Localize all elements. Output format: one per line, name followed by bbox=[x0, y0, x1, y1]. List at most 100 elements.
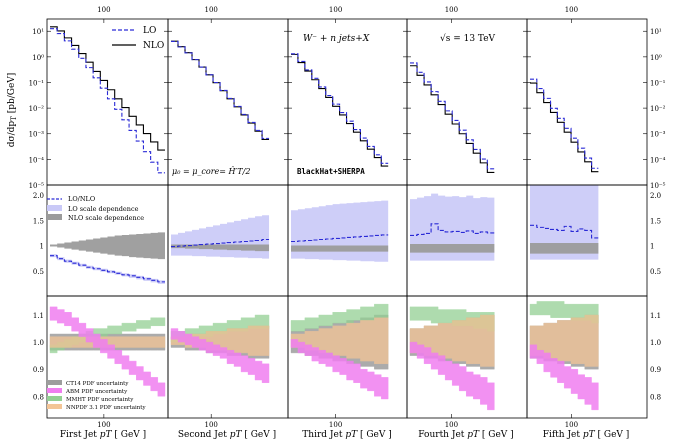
legend-lo-band-swatch bbox=[47, 205, 62, 211]
legend-lo-band-label: LO scale dependence bbox=[68, 205, 139, 213]
lo-nlo-ratio-col-2 bbox=[171, 238, 270, 248]
ytick-mid-right-1: 1 bbox=[650, 243, 654, 251]
panel-frame-top-col-2 bbox=[167, 18, 289, 186]
annotation-scale: μ₀ = μ_core= Ĥ′T/2 bbox=[172, 167, 250, 176]
xlabel-col-5: Fifth Jet pT [ GeV ] bbox=[543, 430, 630, 440]
ytick-mid-left-1: 1 bbox=[40, 243, 44, 251]
ytick-top-right-5: 10⁻⁴ bbox=[650, 156, 666, 164]
legend-ct14-swatch bbox=[47, 380, 62, 385]
legend-abm-label: ABM PDF uncertainty bbox=[65, 389, 128, 395]
xtick-top-col-5: 100 bbox=[565, 6, 578, 14]
lo-scale-band-col-2 bbox=[171, 215, 270, 259]
abm-band-col-4 bbox=[409, 341, 495, 411]
lo-scale-band-col-5 bbox=[530, 185, 599, 260]
ytick-top-right-2: 10⁻¹ bbox=[650, 79, 666, 87]
lo-nlo-ratio-col-5 bbox=[530, 224, 599, 239]
legend-middle: LO/NLO LO scale dependence NLO scale dep… bbox=[47, 195, 144, 222]
lo-line-col-2 bbox=[171, 40, 270, 139]
legend-nnpdf-label: NNPDF 3.1 PDF uncertainty bbox=[66, 405, 147, 411]
ytick-top-left-3: 10⁻² bbox=[29, 105, 45, 113]
legend-lo-label: LO bbox=[143, 26, 156, 36]
abm-band-col-3 bbox=[290, 339, 389, 400]
abm-band-col-5 bbox=[529, 344, 599, 411]
lo-nlo-ratio-col-3 bbox=[291, 234, 389, 243]
legend-nlo-band-label: NLO scale dependence bbox=[68, 214, 144, 222]
nlo-scale-band-col-1 bbox=[50, 232, 165, 260]
lo-line-col-5 bbox=[530, 78, 599, 169]
ytick-mid-left-0: 0.5 bbox=[33, 268, 44, 276]
annotation-process: W⁻ + n jets+X bbox=[303, 34, 370, 44]
xtick-top-col-1: 100 bbox=[97, 6, 110, 14]
legend-ct14-label: CT14 PDF uncertainty bbox=[66, 381, 129, 387]
xlabel-col-3: Third Jet pT [ GeV ] bbox=[302, 430, 391, 440]
xtick-top-col-4: 100 bbox=[445, 6, 458, 14]
legend-abm-swatch bbox=[47, 388, 62, 393]
xtick-bottom-col-5: 100 bbox=[565, 421, 578, 429]
xlabel-col-4: Fourth Jet pT [ GeV ] bbox=[418, 430, 513, 440]
ytick-top-right-1: 10⁰ bbox=[650, 54, 662, 62]
plot-layer: 10¹ 10¹ 10⁰ 10⁰ 10⁻¹ 10⁻¹ 10⁻² 10⁻² 10⁻³ 10⁻³ 10⁻⁴… bbox=[29, 6, 666, 429]
nlo-line-col-5 bbox=[530, 82, 599, 173]
nlo-scale-band-col-5 bbox=[530, 243, 599, 254]
ylabel-top-main: dσ/dp bbox=[7, 121, 17, 148]
legend-nlo-band-swatch bbox=[47, 214, 62, 220]
ytick-mid-left-2: 1.5 bbox=[33, 217, 44, 225]
lo-line-col-4 bbox=[410, 62, 495, 170]
lo-line-col-3 bbox=[291, 53, 389, 164]
nnpdf-band-col-4 bbox=[409, 314, 495, 367]
ytick-top-right-0: 10¹ bbox=[650, 28, 662, 36]
ylabel-top: dσ/dpT [pb/GeV] bbox=[7, 73, 18, 148]
nlo-line-col-1 bbox=[50, 26, 165, 151]
xtick-bottom-col-3: 100 bbox=[329, 421, 342, 429]
ylabel-top-sub: T bbox=[10, 116, 18, 121]
legend-mmht-swatch bbox=[47, 396, 62, 401]
ylabel-top-units: [pb/GeV] bbox=[7, 73, 17, 116]
abm-band-col-2 bbox=[170, 328, 270, 383]
lo-scale-band-col-4 bbox=[410, 193, 495, 261]
legend-mmht-label: MMHT PDF uncertainty bbox=[66, 397, 134, 403]
ytick-top-left-5: 10⁻⁴ bbox=[29, 156, 45, 164]
legend-top: LO NLO bbox=[112, 26, 164, 51]
ytick-bot-right-3: 1.1 bbox=[650, 312, 661, 320]
ytick-top-left-2: 10⁻¹ bbox=[29, 79, 45, 87]
abm-band-col-1 bbox=[49, 306, 166, 397]
nlo-scale-band-col-2 bbox=[171, 244, 270, 252]
x-axis-labels: First Jet pT [ GeV ] Second Jet pT [ GeV… bbox=[60, 430, 629, 440]
xtick-bottom-col-4: 100 bbox=[445, 421, 458, 429]
nlo-line-col-2 bbox=[171, 40, 270, 140]
ytick-top-left-0: 10¹ bbox=[32, 28, 44, 36]
ytick-mid-right-0: 0.5 bbox=[650, 268, 661, 276]
legend-nnpdf-swatch bbox=[47, 404, 62, 409]
legend-nlo-label: NLO bbox=[143, 41, 164, 51]
lo-scale-band-col-3 bbox=[291, 200, 389, 262]
ytick-mid-right-2: 1.5 bbox=[650, 217, 661, 225]
lo-line-col-1 bbox=[50, 28, 165, 174]
ytick-bot-right-1: 0.9 bbox=[650, 366, 661, 374]
nlo-scale-band-col-3 bbox=[291, 245, 389, 252]
xlabel-col-2: Second Jet pT [ GeV ] bbox=[178, 430, 276, 440]
mmht-band-col-3 bbox=[290, 303, 389, 332]
ytick-bot-left-2: 1.0 bbox=[33, 339, 44, 347]
xtick-top-col-3: 100 bbox=[329, 6, 342, 14]
xtick-bottom-col-1: 100 bbox=[97, 421, 110, 429]
legend-bottom: CT14 PDF uncertainty ABM PDF uncertainty… bbox=[47, 380, 147, 411]
panel-frame-bot-col-5 bbox=[526, 295, 648, 419]
xtick-bottom-col-2: 100 bbox=[205, 421, 218, 429]
ytick-mid-left-3: 2.0 bbox=[33, 192, 44, 200]
ytick-bot-left-3: 1.1 bbox=[33, 312, 44, 320]
lo-nlo-ratio-col-4 bbox=[410, 223, 495, 236]
ytick-top-left-4: 10⁻³ bbox=[29, 131, 45, 139]
lo-scale-band-col-1 bbox=[50, 254, 165, 284]
ytick-top-left-1: 10⁰ bbox=[32, 54, 44, 62]
ytick-bot-right-0: 0.8 bbox=[650, 393, 661, 401]
ytick-bot-right-2: 1.0 bbox=[650, 339, 661, 347]
ytick-top-right-4: 10⁻³ bbox=[650, 131, 666, 139]
ytick-top-right-3: 10⁻² bbox=[650, 105, 666, 113]
ytick-bot-left-0: 0.8 bbox=[33, 393, 44, 401]
nlo-scale-band-col-4 bbox=[410, 244, 495, 253]
legend-ratio-label: LO/NLO bbox=[68, 195, 95, 203]
annotation-energy: √s = 13 TeV bbox=[440, 33, 496, 44]
ytick-top-right-6: 10⁻⁵ bbox=[650, 182, 666, 190]
ytick-mid-right-3: 2.0 bbox=[650, 192, 661, 200]
